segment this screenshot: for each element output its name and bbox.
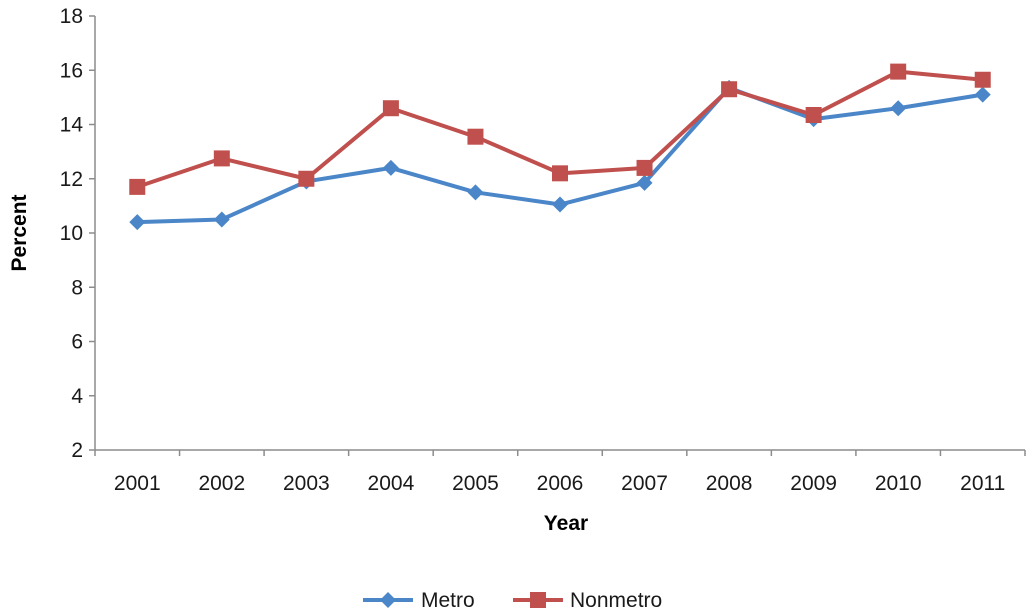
- data-point-nonmetro: [890, 63, 907, 80]
- y-tick-label: 10: [60, 222, 83, 245]
- legend-swatch-marker-nonmetro: [530, 592, 546, 608]
- legend-swatch-marker-metro: [380, 592, 396, 608]
- y-tick-label: 14: [60, 114, 84, 137]
- data-point-nonmetro: [721, 81, 738, 98]
- series-nonmetro: [129, 63, 991, 195]
- x-tick-label: 2010: [875, 472, 922, 495]
- x-axis-ticks: 2001 2002 2003 2004 2005 2006 2007 2008 2009 2010…: [94, 450, 1026, 495]
- data-point-nonmetro: [213, 150, 230, 167]
- data-point-nonmetro: [298, 170, 315, 187]
- data-point-metro: [467, 184, 484, 201]
- y-tick-label: 2: [71, 439, 83, 462]
- data-point-metro: [636, 174, 653, 191]
- data-point-metro: [974, 86, 991, 103]
- legend: Metro Nonmetro: [363, 589, 662, 612]
- x-tick-label: 2005: [452, 472, 499, 495]
- x-axis-title: Year: [544, 512, 588, 535]
- data-point-metro: [213, 211, 230, 228]
- series-layer: [129, 63, 991, 231]
- x-tick-label: 2001: [114, 472, 161, 495]
- data-point-nonmetro: [805, 107, 822, 124]
- data-point-metro: [552, 196, 568, 213]
- x-tick-label: 2007: [621, 472, 668, 495]
- y-tick-label: 16: [60, 59, 83, 82]
- data-point-nonmetro: [129, 178, 146, 195]
- legend-item-nonmetro: Nonmetro: [513, 589, 662, 612]
- series-metro: [129, 79, 991, 231]
- x-tick-label: 2011: [960, 472, 1005, 495]
- x-tick-label: 2003: [283, 472, 330, 495]
- x-tick-label: 2009: [790, 472, 837, 495]
- data-point-metro: [382, 159, 399, 176]
- y-tick-label: 8: [71, 276, 83, 299]
- data-point-nonmetro: [552, 165, 568, 182]
- y-tick-label: 18: [60, 5, 83, 28]
- y-tick-label: 6: [71, 331, 83, 354]
- x-tick-label: 2008: [706, 472, 753, 495]
- y-tick-label: 4: [71, 385, 83, 408]
- y-axis-ticks: 2 4 6 8 10 12 14 16 18: [60, 5, 95, 462]
- data-point-nonmetro: [974, 71, 991, 88]
- x-tick-label: 2006: [537, 472, 584, 495]
- x-tick-label: 2002: [198, 472, 245, 495]
- legend-label-nonmetro: Nonmetro: [570, 589, 662, 612]
- legend-item-metro: Metro: [363, 589, 475, 612]
- data-point-nonmetro: [636, 159, 653, 176]
- data-point-metro: [129, 214, 146, 231]
- y-axis-title: Percent: [8, 194, 31, 271]
- legend-label-metro: Metro: [421, 589, 475, 612]
- y-tick-label: 12: [60, 168, 83, 191]
- data-point-metro: [890, 100, 907, 117]
- x-tick-label: 2004: [368, 472, 415, 495]
- data-point-nonmetro: [382, 100, 399, 117]
- data-point-nonmetro: [467, 128, 484, 145]
